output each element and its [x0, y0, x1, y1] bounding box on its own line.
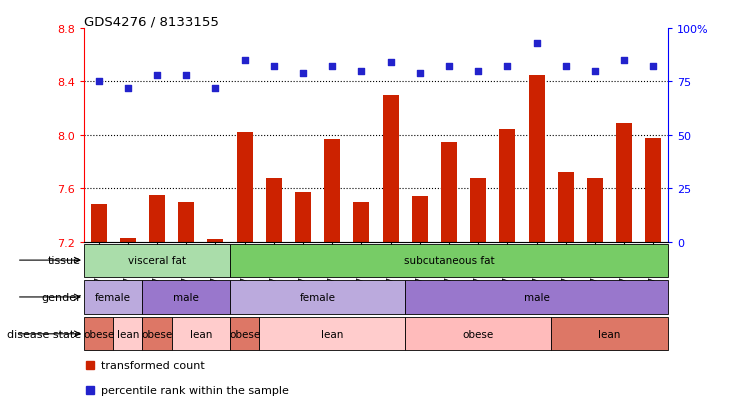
- Bar: [230, 281, 405, 314]
- Point: [385, 60, 396, 66]
- Text: visceral fat: visceral fat: [128, 256, 186, 266]
- Bar: [441, 142, 457, 242]
- Bar: [551, 318, 668, 351]
- Text: lean: lean: [117, 329, 139, 339]
- Text: lean: lean: [190, 329, 212, 339]
- Bar: [324, 140, 340, 242]
- Point: [618, 57, 630, 64]
- Text: percentile rank within the sample: percentile rank within the sample: [101, 385, 289, 395]
- Text: GDS4276 / 8133155: GDS4276 / 8133155: [84, 16, 219, 29]
- Point: [472, 68, 484, 75]
- Point: [589, 68, 601, 75]
- Bar: [113, 318, 142, 351]
- Text: transformed count: transformed count: [101, 361, 205, 370]
- Bar: [237, 133, 253, 242]
- Point: [210, 85, 221, 92]
- Text: lean: lean: [599, 329, 620, 339]
- Text: male: male: [523, 292, 550, 302]
- Text: tissue: tissue: [48, 256, 81, 266]
- Text: obese: obese: [229, 329, 260, 339]
- Bar: [230, 244, 668, 277]
- Bar: [172, 318, 230, 351]
- Text: male: male: [173, 292, 199, 302]
- Bar: [499, 130, 515, 242]
- Bar: [142, 318, 172, 351]
- Text: female: female: [95, 292, 131, 302]
- Bar: [383, 95, 399, 242]
- Point: [443, 64, 455, 71]
- Text: obese: obese: [83, 329, 114, 339]
- Text: gender: gender: [42, 292, 81, 302]
- Bar: [412, 197, 428, 242]
- Bar: [91, 205, 107, 242]
- Bar: [470, 178, 486, 242]
- Bar: [84, 281, 142, 314]
- Bar: [149, 195, 165, 242]
- Bar: [207, 240, 223, 242]
- Bar: [529, 76, 545, 242]
- Bar: [558, 173, 574, 242]
- Point: [151, 73, 163, 79]
- Text: female: female: [299, 292, 336, 302]
- Point: [297, 70, 309, 77]
- Point: [414, 70, 426, 77]
- Point: [502, 64, 513, 71]
- Text: lean: lean: [321, 329, 343, 339]
- Bar: [405, 318, 551, 351]
- Text: subcutaneous fat: subcutaneous fat: [404, 256, 494, 266]
- Bar: [120, 238, 136, 242]
- Bar: [645, 138, 661, 242]
- Point: [531, 40, 542, 47]
- Point: [122, 85, 134, 92]
- Point: [648, 64, 659, 71]
- Bar: [295, 193, 311, 242]
- Point: [239, 57, 250, 64]
- Text: disease state: disease state: [7, 329, 81, 339]
- Text: obese: obese: [463, 329, 493, 339]
- Point: [268, 64, 280, 71]
- Bar: [353, 202, 369, 242]
- Point: [356, 68, 367, 75]
- Bar: [587, 178, 603, 242]
- Bar: [84, 244, 230, 277]
- Point: [180, 73, 192, 79]
- Text: obese: obese: [142, 329, 172, 339]
- Point: [560, 64, 572, 71]
- Bar: [84, 318, 113, 351]
- Bar: [259, 318, 405, 351]
- Bar: [266, 178, 282, 242]
- Bar: [616, 123, 632, 242]
- Bar: [405, 281, 668, 314]
- Bar: [142, 281, 230, 314]
- Bar: [178, 202, 194, 242]
- Bar: [230, 318, 259, 351]
- Point: [93, 79, 104, 85]
- Point: [326, 64, 338, 71]
